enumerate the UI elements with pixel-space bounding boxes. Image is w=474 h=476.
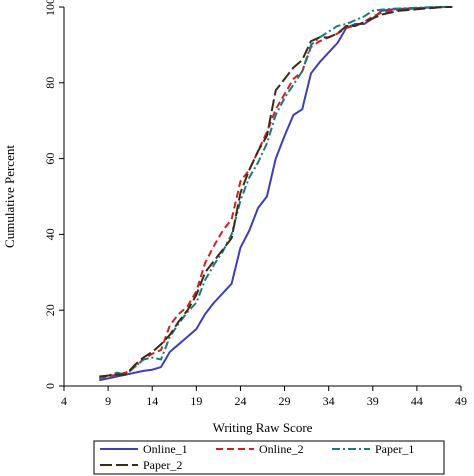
axes [63,7,461,387]
y-tick-label: 0 [43,383,57,389]
legend-label: Paper_2 [143,458,182,472]
series-lines [98,6,453,382]
series-line-paper-2 [99,6,453,378]
y-tick-label: 80 [43,77,57,89]
y-tick-label: 40 [43,228,57,240]
series-line-online-1 [99,6,453,382]
x-axis-ticks: 4 9 14 19 24 29 34 39 44 49 [61,386,467,408]
legend-label: Online_2 [259,442,304,456]
x-tick-label: 19 [190,394,202,408]
x-tick-label: 29 [279,394,291,408]
legend-box [93,440,445,475]
series-line-online-2 [99,6,453,380]
x-tick-label: 49 [455,394,467,408]
y-axis-label: Cumulative Percent [2,145,17,248]
x-tick-label: 4 [61,394,67,408]
x-tick-label: 14 [146,394,158,408]
series-line-paper-1 [98,6,453,380]
x-tick-label: 39 [367,394,379,408]
legend: Online_1 Online_2 Paper_1 Paper_2 [93,440,445,475]
x-axis-label: Writing Raw Score [213,420,313,435]
x-tick-label: 9 [105,394,111,408]
legend-label: Online_1 [143,442,188,456]
x-tick-label: 34 [323,394,335,408]
y-tick-label: 100 [43,0,57,16]
x-tick-label: 24 [234,394,246,408]
y-tick-label: 20 [43,304,57,316]
x-tick-label: 44 [411,394,423,408]
legend-label: Paper_1 [375,442,414,456]
y-axis-ticks: 0 20 40 60 80 100 [43,0,64,389]
y-tick-label: 60 [43,153,57,165]
